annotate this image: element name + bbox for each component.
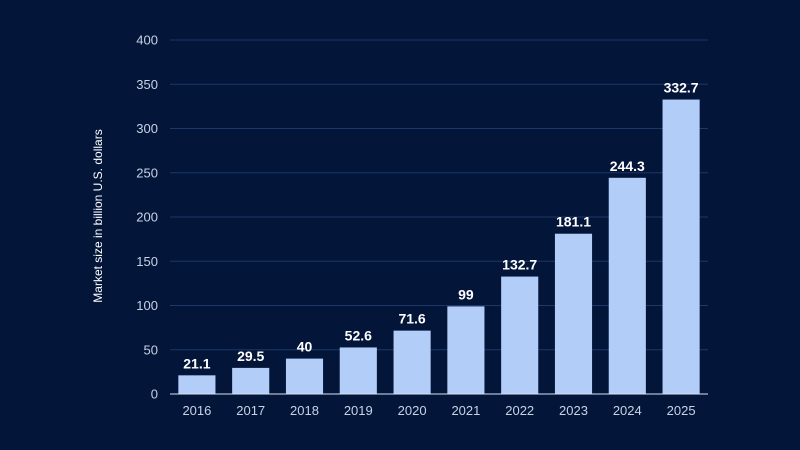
bars bbox=[178, 99, 700, 395]
bar-2023 bbox=[554, 233, 593, 394]
x-tick-label-2023: 2023 bbox=[559, 403, 588, 418]
y-tick-label: 350 bbox=[136, 77, 158, 92]
bar-2024 bbox=[608, 177, 646, 394]
gridlines bbox=[170, 39, 708, 351]
data-label-2023: 181.1 bbox=[556, 214, 591, 230]
x-tick-label-2020: 2020 bbox=[398, 403, 427, 418]
y-tick-label: 150 bbox=[136, 254, 158, 269]
data-label-2017: 29.5 bbox=[237, 348, 264, 364]
x-tick-label-2021: 2021 bbox=[451, 403, 480, 418]
data-label-2018: 40 bbox=[297, 339, 313, 355]
bar-2020 bbox=[393, 330, 431, 394]
x-tick-label-2017: 2017 bbox=[236, 403, 265, 418]
data-label-2016: 21.1 bbox=[183, 355, 210, 371]
x-tick-label-2025: 2025 bbox=[667, 403, 696, 418]
data-label-2025: 332.7 bbox=[664, 80, 699, 96]
y-tick-label: 250 bbox=[136, 165, 158, 180]
y-tick-label: 0 bbox=[151, 387, 158, 402]
data-label-2022: 132.7 bbox=[502, 257, 537, 273]
data-label-2020: 71.6 bbox=[398, 311, 425, 327]
bar-2018 bbox=[285, 358, 324, 394]
y-tick-label: 400 bbox=[136, 33, 158, 48]
bar-2022 bbox=[501, 276, 539, 394]
bar-2016 bbox=[178, 375, 216, 394]
data-labels: 21.1 29.5 40 52.6 71.6 99 132.7 181.1 244.3 332.7 bbox=[183, 80, 699, 372]
data-label-2019: 52.6 bbox=[345, 327, 372, 343]
y-axis-ticks: 0 50 100 150 200 250 300 350 400 bbox=[136, 33, 158, 402]
y-tick-label: 100 bbox=[136, 298, 158, 313]
bar-2021 bbox=[447, 306, 485, 394]
x-axis-ticks: 2016 2017 2018 2019 2020 2021 2022 2023 2024 2025 bbox=[182, 403, 695, 418]
y-axis-title: Market size in billion U.S. dollars bbox=[91, 129, 105, 302]
x-tick-label-2018: 2018 bbox=[290, 403, 319, 418]
x-tick-label-2024: 2024 bbox=[613, 403, 642, 418]
data-label-2021: 99 bbox=[458, 286, 474, 302]
x-tick-label-2019: 2019 bbox=[344, 403, 373, 418]
x-tick-label-2022: 2022 bbox=[505, 403, 534, 418]
bar-2017 bbox=[232, 367, 270, 394]
y-tick-label: 300 bbox=[136, 121, 158, 136]
bar-2019 bbox=[339, 347, 377, 394]
y-tick-label: 200 bbox=[136, 210, 158, 225]
x-tick-label-2016: 2016 bbox=[182, 403, 211, 418]
data-label-2024: 244.3 bbox=[610, 158, 645, 174]
y-tick-label: 50 bbox=[144, 342, 158, 357]
bar-2025 bbox=[662, 99, 700, 395]
